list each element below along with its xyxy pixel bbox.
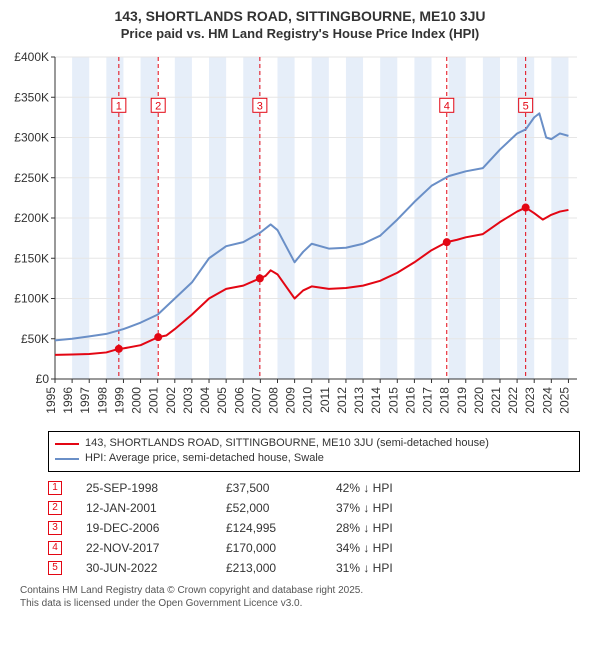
svg-text:£150K: £150K: [14, 251, 49, 265]
svg-text:£100K: £100K: [14, 292, 49, 306]
svg-text:2025: 2025: [557, 387, 571, 414]
svg-text:2024: 2024: [540, 387, 554, 414]
svg-text:5: 5: [523, 100, 529, 112]
footer-line-2: This data is licensed under the Open Gov…: [20, 598, 302, 609]
sale-marker-icon: 1: [48, 481, 62, 495]
svg-text:1999: 1999: [112, 387, 126, 414]
svg-text:2005: 2005: [215, 387, 229, 414]
svg-text:2011: 2011: [318, 387, 332, 413]
svg-text:2007: 2007: [249, 387, 263, 414]
svg-text:1996: 1996: [61, 387, 75, 414]
svg-text:£200K: £200K: [14, 211, 49, 225]
sale-price: £52,000: [226, 501, 336, 515]
legend-swatch: [55, 443, 79, 445]
svg-text:2016: 2016: [403, 387, 417, 414]
sale-pct-vs-hpi: 42% ↓ HPI: [336, 481, 393, 495]
svg-text:2015: 2015: [386, 387, 400, 414]
svg-text:4: 4: [444, 100, 450, 112]
svg-text:2014: 2014: [369, 387, 383, 414]
legend-label: 143, SHORTLANDS ROAD, SITTINGBOURNE, ME1…: [85, 436, 489, 451]
price-chart-svg: £0 £50K £100K £150K £200K £250K £300K £350K £400…: [9, 47, 591, 427]
svg-text:£400K: £400K: [14, 50, 49, 64]
svg-text:2010: 2010: [301, 387, 315, 414]
svg-text:2020: 2020: [472, 387, 486, 414]
sale-price: £37,500: [226, 481, 336, 495]
sales-row: 2 12-JAN-2001£52,00037% ↓ HPI: [48, 498, 580, 518]
sales-row: 1 25-SEP-1998£37,50042% ↓ HPI: [48, 478, 580, 498]
sale-date: 22-NOV-2017: [86, 541, 226, 555]
chart-subtitle: Price paid vs. HM Land Registry's House …: [8, 26, 592, 41]
legend-label: HPI: Average price, semi-detached house,…: [85, 451, 324, 466]
svg-text:2003: 2003: [181, 387, 195, 414]
sale-price: £213,000: [226, 561, 336, 575]
svg-text:2004: 2004: [198, 387, 212, 414]
svg-text:1998: 1998: [95, 387, 109, 414]
sale-price: £124,995: [226, 521, 336, 535]
svg-text:1997: 1997: [78, 387, 92, 414]
sale-date: 12-JAN-2001: [86, 501, 226, 515]
sale-pct-vs-hpi: 34% ↓ HPI: [336, 541, 393, 555]
svg-text:2018: 2018: [438, 387, 452, 414]
sale-date: 19-DEC-2006: [86, 521, 226, 535]
sale-marker-icon: 3: [48, 521, 62, 535]
svg-text:2021: 2021: [489, 387, 503, 414]
sales-row: 4 22-NOV-2017£170,00034% ↓ HPI: [48, 538, 580, 558]
sales-table: 1 25-SEP-1998£37,50042% ↓ HPI 2 12-JAN-2001…: [48, 478, 580, 578]
svg-text:1995: 1995: [44, 387, 58, 414]
legend-swatch: [55, 458, 79, 460]
footer-attribution: Contains HM Land Registry data © Crown c…: [20, 584, 580, 610]
svg-text:2009: 2009: [284, 387, 298, 414]
sale-marker-icon: 2: [48, 501, 62, 515]
sale-marker-icon: 4: [48, 541, 62, 555]
svg-text:£350K: £350K: [14, 90, 49, 104]
legend-row: 143, SHORTLANDS ROAD, SITTINGBOURNE, ME1…: [55, 436, 573, 451]
sale-price: £170,000: [226, 541, 336, 555]
svg-text:£50K: £50K: [21, 332, 49, 346]
svg-text:2000: 2000: [130, 387, 144, 414]
sales-row: 5 30-JUN-2022£213,00031% ↓ HPI: [48, 558, 580, 578]
svg-text:2017: 2017: [421, 387, 435, 414]
svg-text:2022: 2022: [506, 387, 520, 414]
svg-text:2013: 2013: [352, 387, 366, 414]
svg-text:2023: 2023: [523, 387, 537, 414]
sale-pct-vs-hpi: 28% ↓ HPI: [336, 521, 393, 535]
svg-text:1: 1: [116, 100, 122, 112]
svg-text:£250K: £250K: [14, 171, 49, 185]
legend: 143, SHORTLANDS ROAD, SITTINGBOURNE, ME1…: [48, 431, 580, 472]
svg-text:2001: 2001: [147, 387, 161, 414]
chart-title: 143, SHORTLANDS ROAD, SITTINGBOURNE, ME1…: [8, 8, 592, 24]
sale-date: 30-JUN-2022: [86, 561, 226, 575]
svg-text:2: 2: [155, 100, 161, 112]
chart-area: £0 £50K £100K £150K £200K £250K £300K £350K £400…: [9, 47, 591, 427]
footer-line-1: Contains HM Land Registry data © Crown c…: [20, 585, 363, 596]
svg-text:2012: 2012: [335, 387, 349, 414]
svg-text:2002: 2002: [164, 387, 178, 414]
svg-text:2019: 2019: [455, 387, 469, 414]
legend-row: HPI: Average price, semi-detached house,…: [55, 451, 573, 466]
sale-date: 25-SEP-1998: [86, 481, 226, 495]
svg-text:2006: 2006: [232, 387, 246, 414]
sale-pct-vs-hpi: 37% ↓ HPI: [336, 501, 393, 515]
sale-marker-icon: 5: [48, 561, 62, 575]
sales-row: 3 19-DEC-2006£124,99528% ↓ HPI: [48, 518, 580, 538]
sale-pct-vs-hpi: 31% ↓ HPI: [336, 561, 393, 575]
svg-text:£0: £0: [36, 372, 50, 386]
svg-text:2008: 2008: [266, 387, 280, 414]
svg-text:£300K: £300K: [14, 131, 49, 145]
svg-text:3: 3: [257, 100, 263, 112]
